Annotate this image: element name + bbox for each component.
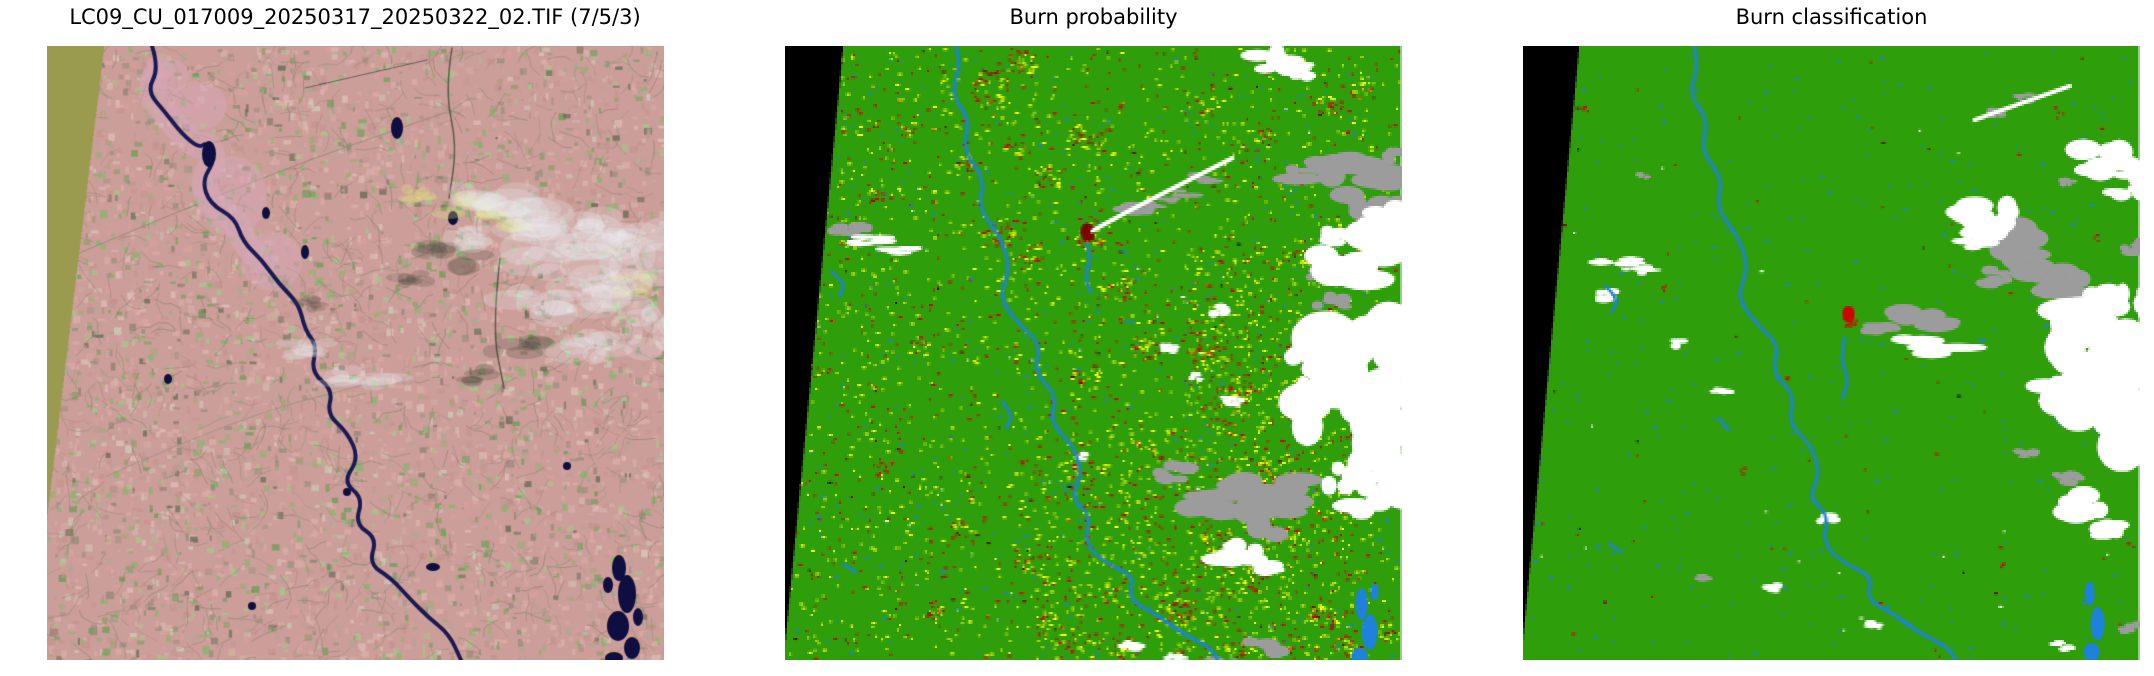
burn-classification-panel bbox=[1523, 46, 2140, 660]
burn-probability-map-canvas bbox=[785, 46, 1402, 660]
landsat-panel-title: LC09_CU_017009_20250317_20250322_02.TIF … bbox=[69, 5, 641, 29]
burn-classification-map-canvas bbox=[1523, 46, 2140, 660]
burn-probability-panel bbox=[785, 46, 1402, 660]
burn-classification-panel-title: Burn classification bbox=[1735, 5, 1928, 29]
burn-probability-panel-title: Burn probability bbox=[1009, 5, 1178, 29]
landsat-map-canvas bbox=[47, 46, 664, 660]
landsat-image-panel bbox=[47, 46, 664, 660]
